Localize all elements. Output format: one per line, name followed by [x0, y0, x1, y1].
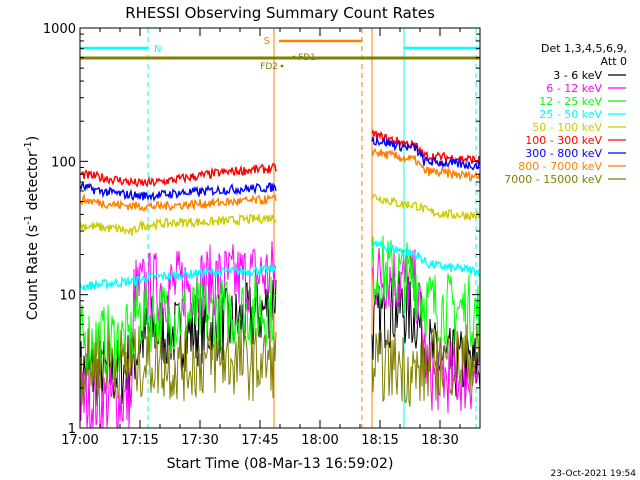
- chart-title: RHESSI Observing Summary Count Rates: [125, 4, 435, 22]
- series-line: [371, 235, 481, 348]
- flare-marker: [292, 55, 296, 59]
- flare-marker: [280, 64, 284, 68]
- legend-entry: 7000 - 15000 keV: [504, 173, 602, 186]
- series-line: [371, 248, 481, 414]
- legend-entry: 6 - 12 keV: [546, 82, 602, 95]
- y-axis-label-sup1: -1: [23, 215, 34, 225]
- axes: 17:00 17:15 17:30 17:45 18:00 18:15 18:30 1 10 10…: [43, 22, 480, 448]
- x-tick-label: 18:30: [421, 433, 458, 448]
- series-line: [371, 135, 481, 171]
- flare-marker-label: FD2: [260, 62, 278, 72]
- x-axis-label: Start Time (08-Mar-13 16:59:02): [167, 456, 394, 472]
- y-tick-label: 1: [68, 422, 76, 437]
- timestamp: 23-Oct-2021 19:54: [551, 469, 637, 479]
- y-axis-label-end: ): [25, 136, 41, 141]
- night-label: N: [154, 44, 161, 55]
- y-axis-label: Count Rate (s-1 detector-1): [23, 136, 41, 320]
- series-line: [79, 213, 277, 236]
- series-line: [371, 147, 481, 182]
- legend-entry: 300 - 800 keV: [525, 147, 602, 160]
- series-line: [79, 275, 277, 378]
- series-line: [371, 324, 481, 407]
- x-tick-label: 17:15: [121, 433, 158, 448]
- x-tick-label: 18:15: [361, 433, 398, 448]
- y-axis-label-main: Count Rate (s: [25, 225, 41, 320]
- legend-header: Det 1,3,4,5,6,9,: [541, 42, 627, 55]
- y-axis-label-mid: detector: [25, 151, 41, 215]
- series-line: [79, 192, 277, 212]
- legend-header: Att 0: [601, 55, 627, 68]
- y-tick-label: 10: [59, 289, 76, 304]
- series-line: [371, 129, 481, 166]
- x-tick-label: 18:00: [301, 433, 338, 448]
- x-tick-label: 17:45: [241, 433, 278, 448]
- flare-marker-label: FD1: [298, 53, 316, 63]
- legend-entry: 3 - 6 keV: [553, 69, 602, 82]
- saa-label: S: [264, 36, 270, 47]
- x-tick-label: 17:00: [61, 433, 98, 448]
- legend-entry: 100 - 300 keV: [525, 134, 602, 147]
- y-tick-label: 100: [51, 155, 76, 170]
- series-line: [371, 193, 481, 221]
- series-line: [79, 162, 277, 188]
- x-tick-label: 17:30: [181, 433, 218, 448]
- legend-entry: 50 - 100 keV: [532, 121, 602, 134]
- y-tick-label: 1000: [43, 22, 76, 37]
- plot-area: N S FD1 FD2: [79, 28, 481, 429]
- series-line: [79, 182, 277, 202]
- series-line: [79, 264, 277, 292]
- legend-entry: 12 - 25 keV: [539, 95, 602, 108]
- legend-entry: 25 - 50 keV: [539, 108, 602, 121]
- series-line: [79, 325, 277, 405]
- y-axis-label-sup2: -1: [23, 141, 34, 151]
- legend-entry: 800 - 7000 keV: [518, 160, 602, 173]
- series-line: [371, 238, 481, 278]
